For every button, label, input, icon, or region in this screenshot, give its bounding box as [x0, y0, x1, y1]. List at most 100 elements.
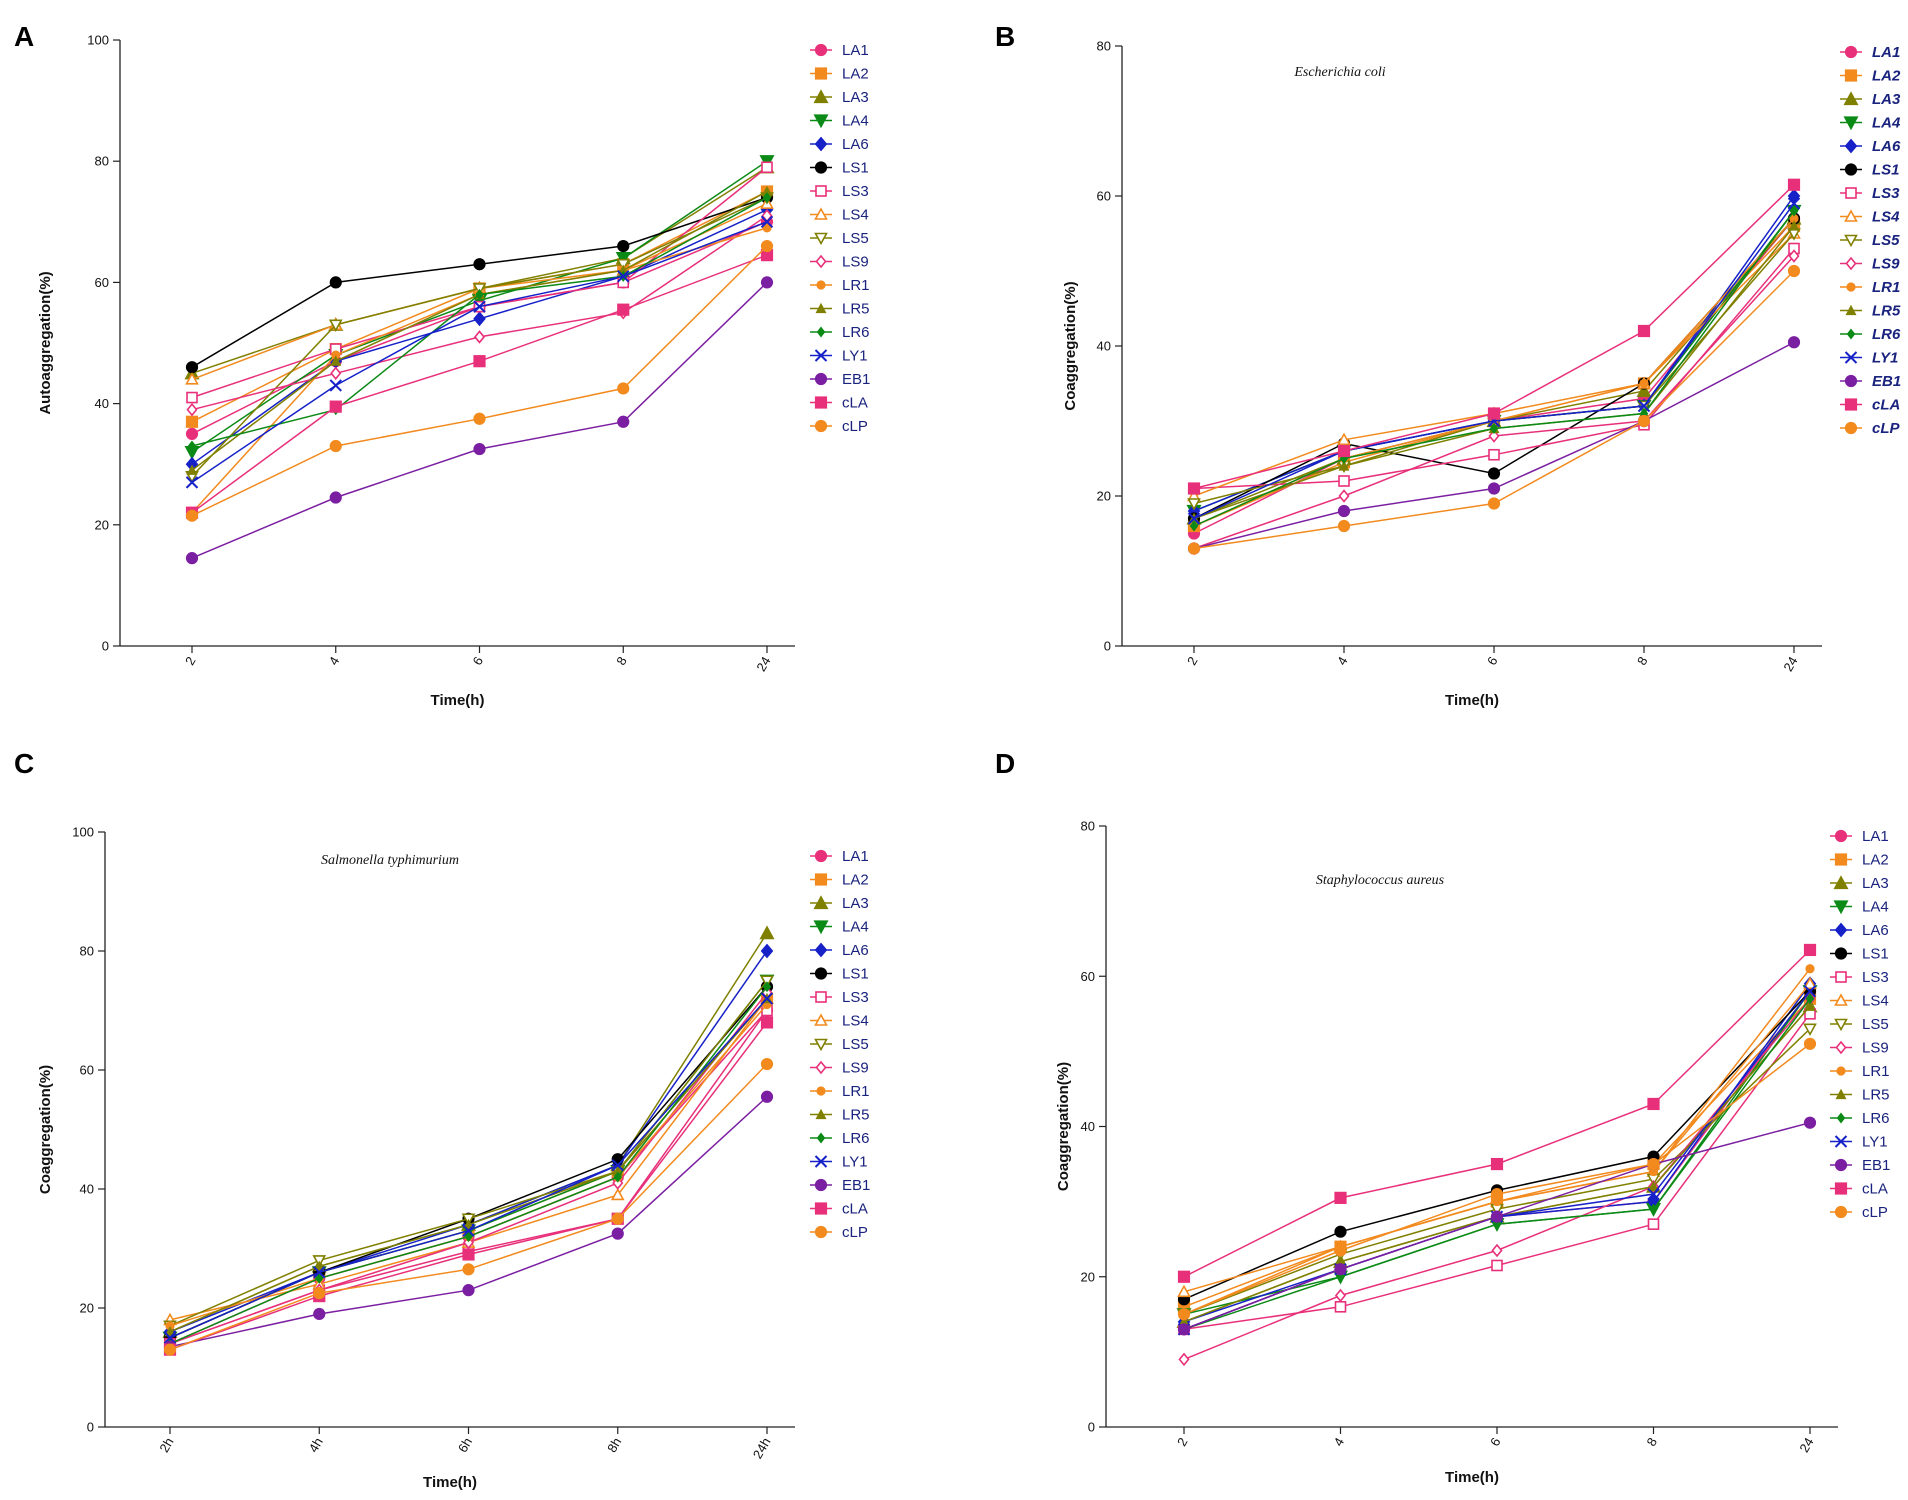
legend-item: cLP	[1840, 420, 1901, 437]
legend-label: EB1	[1872, 373, 1901, 390]
legend-marker	[814, 396, 828, 409]
panel-label: A	[14, 21, 34, 52]
legend-label: LS1	[842, 160, 869, 177]
legend-marker	[813, 114, 829, 129]
x-tick-label: 4	[1330, 1435, 1347, 1449]
legend-label: LA6	[842, 136, 869, 153]
data-point	[185, 361, 199, 374]
legend-label: LA3	[1872, 91, 1901, 108]
legend-item: cLA	[1830, 1181, 1888, 1198]
legend-item: LS9	[1830, 1040, 1889, 1057]
legend-marker	[814, 873, 828, 886]
data-point	[473, 412, 486, 425]
data-point	[760, 1090, 774, 1103]
panel-label: B	[995, 21, 1015, 52]
legend-marker	[813, 920, 829, 935]
legend-marker	[816, 1132, 826, 1144]
data-point	[1787, 178, 1801, 191]
legend-label: LS4	[842, 1013, 869, 1030]
data-point	[185, 509, 199, 522]
x-axis-title: Time(h)	[423, 1474, 477, 1491]
y-axis-title: Coaggregation(%)	[1055, 1062, 1072, 1191]
legend-marker	[1845, 256, 1857, 271]
legend-item: LA1	[810, 42, 869, 59]
data-point	[163, 1343, 177, 1356]
legend-label: LA3	[842, 89, 869, 106]
legend-marker	[816, 326, 826, 338]
data-point	[1189, 520, 1199, 532]
y-tick-label: 80	[1081, 819, 1095, 834]
legend-marker	[1845, 187, 1857, 199]
data-point	[762, 223, 772, 233]
y-tick-label: 40	[1081, 1119, 1095, 1134]
data-point	[1491, 1243, 1503, 1258]
data-point	[1636, 383, 1652, 398]
legend-label: LA6	[1872, 138, 1901, 155]
chart-title: Escherichia coli	[1293, 65, 1385, 80]
data-point	[313, 1260, 325, 1271]
legend-marker	[1843, 91, 1859, 106]
data-point	[617, 415, 630, 428]
y-tick-label: 0	[102, 639, 109, 654]
legend-label: EB1	[1862, 1157, 1890, 1174]
y-tick-label: 80	[80, 944, 94, 959]
series-line	[1183, 1013, 1811, 1331]
legend-label: LA1	[1862, 828, 1889, 845]
data-point	[329, 491, 342, 504]
data-point	[1187, 512, 1201, 525]
data-point	[329, 379, 342, 392]
x-tick-label: 24	[1780, 654, 1800, 674]
legend-item: LS1	[1830, 946, 1889, 963]
legend-item: LS9	[810, 1060, 869, 1077]
legend-label: LA3	[1862, 875, 1889, 892]
data-point	[1187, 482, 1201, 495]
legend-label: LS9	[842, 1060, 869, 1077]
data-point	[329, 276, 342, 289]
data-point	[762, 192, 772, 204]
data-point	[1647, 1187, 1660, 1201]
series-la6	[163, 943, 774, 1340]
data-point	[1805, 993, 1815, 1005]
x-axis-title: Time(h)	[1445, 1469, 1499, 1486]
legend-label: LR6	[1862, 1110, 1890, 1127]
data-point	[1647, 1157, 1660, 1171]
series-clp	[163, 1057, 774, 1356]
y-tick-label: 0	[87, 1420, 94, 1435]
legend-label: LA1	[1872, 44, 1900, 61]
legend-label: LY1	[1862, 1134, 1888, 1151]
x-axis-title: Time(h)	[1445, 692, 1499, 709]
legend-marker	[814, 942, 828, 958]
legend-label: LS4	[1872, 209, 1900, 226]
data-point	[1187, 542, 1201, 555]
legend-marker	[814, 849, 828, 863]
legend-label: LY1	[842, 348, 868, 365]
data-point	[328, 319, 343, 332]
data-point	[330, 355, 342, 366]
legend-label: LS5	[1862, 1016, 1889, 1033]
legend-label: LR1	[842, 277, 870, 294]
y-tick-label: 20	[80, 1301, 94, 1316]
legend-marker	[1843, 116, 1859, 131]
legend-item: LR5	[1840, 303, 1901, 320]
legend-item: LR1	[1830, 1063, 1890, 1080]
legend-item: LA6	[1830, 922, 1889, 939]
legend-marker	[814, 43, 828, 57]
legend-marker	[815, 302, 827, 314]
legend-marker	[814, 232, 828, 246]
y-tick-label: 60	[80, 1063, 94, 1078]
legend-label: LA1	[842, 848, 869, 865]
legend-item: LR1	[1840, 279, 1900, 296]
legend-label: LA2	[1862, 852, 1889, 869]
legend-label: LA4	[842, 113, 869, 130]
legend-label: LS3	[1862, 969, 1889, 986]
legend-marker	[1834, 1158, 1848, 1172]
legend-label: LA6	[842, 942, 869, 959]
legend-item: LS4	[1830, 993, 1889, 1010]
legend-label: LS4	[842, 207, 869, 224]
y-tick-label: 60	[1081, 969, 1095, 984]
legend-marker	[1836, 1066, 1846, 1076]
data-point	[760, 239, 774, 253]
y-tick-label: 40	[1097, 339, 1111, 354]
